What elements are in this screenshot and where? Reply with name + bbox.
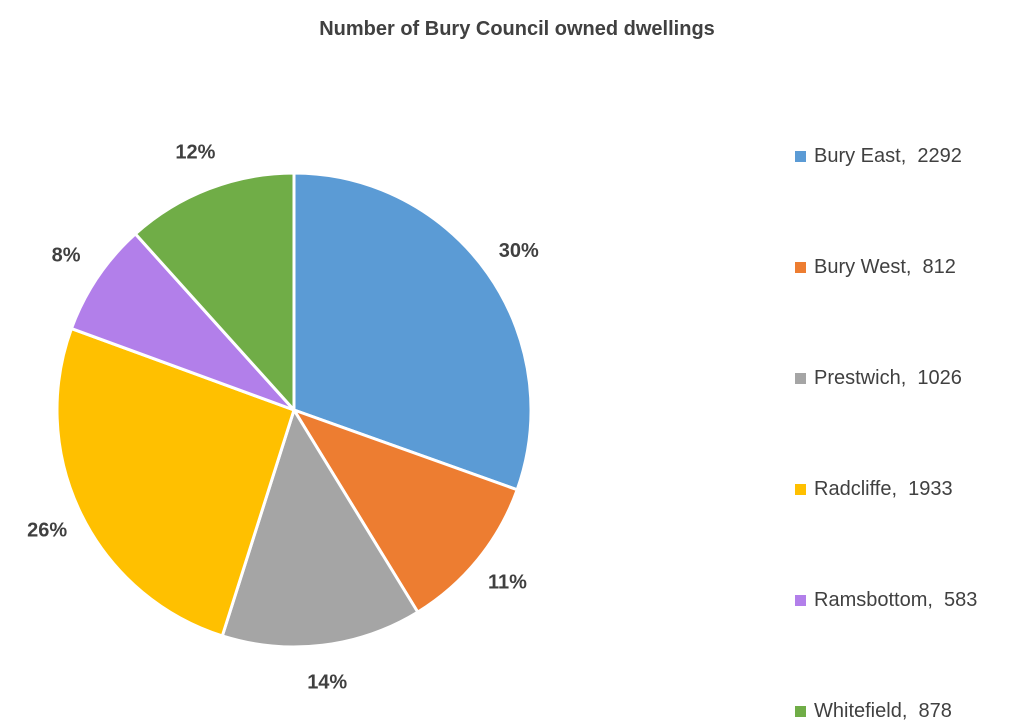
pie-label-whitefield: 12% [175, 142, 215, 164]
legend-item-ramsbottom: Ramsbottom, 583 [795, 589, 977, 612]
legend-separator: , [891, 478, 909, 500]
legend-swatch-prestwich [795, 373, 806, 384]
legend-swatch-radcliffe [795, 484, 806, 495]
pie-label-bury-west: 11% [488, 572, 527, 594]
legend-label-prestwich: Prestwich [814, 367, 901, 389]
legend-value-bury-west: 812 [922, 256, 956, 278]
legend-separator: , [927, 589, 945, 611]
legend-value-ramsbottom: 583 [944, 589, 978, 611]
legend-value-bury-east: 2292 [917, 145, 962, 167]
pie-label-prestwich: 14% [307, 671, 347, 693]
legend-label-ramsbottom: Ramsbottom [814, 589, 928, 611]
pie-slice-radcliffe [55, 327, 296, 638]
pie-slice-prestwich [220, 408, 420, 649]
legend-separator: , [900, 145, 918, 167]
legend-separator: , [905, 256, 923, 278]
legend-label-whitefield: Whitefield [814, 700, 902, 722]
legend-item-prestwich: Prestwich, 1026 [795, 367, 962, 390]
legend-item-bury-west: Bury West, 812 [795, 256, 956, 279]
legend-swatch-bury-east [795, 151, 806, 162]
legend-label-bury-west: Bury West [814, 256, 906, 278]
pie-slice-ramsbottom [69, 232, 296, 412]
legend-item-bury-east: Bury East, 2292 [795, 145, 962, 168]
chart-title: Number of Bury Council owned dwellings [319, 18, 715, 40]
legend-value-whitefield: 878 [918, 700, 952, 722]
legend-swatch-ramsbottom [795, 595, 806, 606]
legend-label-bury-east: Bury East [814, 145, 901, 167]
legend-value-prestwich: 1026 [917, 367, 962, 389]
legend-label-radcliffe: Radcliffe [814, 478, 892, 500]
pie-slices [55, 171, 533, 649]
legend-swatch-whitefield [795, 706, 806, 717]
pie-slice-bury-east [292, 171, 533, 492]
pie-label-radcliffe: 26% [27, 519, 67, 541]
pie-label-bury-east: 30% [499, 240, 539, 262]
pie-slice-whitefield [133, 171, 296, 412]
pie-percent-labels: 30% 11% 14% 26% 8% 12% [27, 142, 539, 694]
legend-item-whitefield: Whitefield, 878 [795, 700, 952, 723]
legend-item-radcliffe: Radcliffe, 1933 [795, 478, 953, 501]
legend-separator: , [901, 700, 919, 722]
legend-value-radcliffe: 1933 [908, 478, 953, 500]
legend-separator: , [900, 367, 918, 389]
pie-label-ramsbottom: 8% [52, 244, 81, 266]
pie-slice-bury-west [292, 408, 519, 614]
legend-swatch-bury-west [795, 262, 806, 273]
